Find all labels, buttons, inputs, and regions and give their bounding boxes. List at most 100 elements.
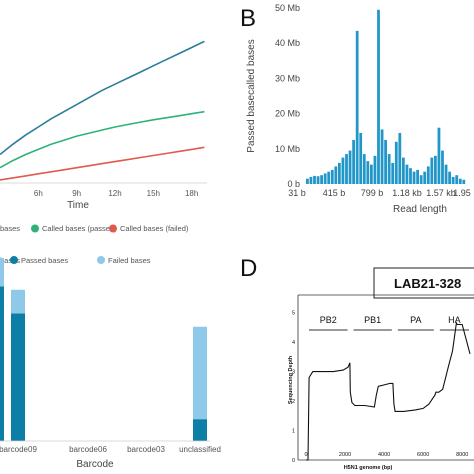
x-tick-label: 4000 xyxy=(378,452,390,458)
legend-label: Failed bases xyxy=(108,256,151,265)
x-axis-label: Barcode xyxy=(76,459,114,470)
x-tick-label: unclassified xyxy=(179,445,221,454)
x-axis-label: Time xyxy=(67,200,89,211)
bar-failed-barcode09 xyxy=(11,289,25,314)
histogram-bar xyxy=(402,157,405,184)
y-tick-label: 30 Mb xyxy=(275,73,300,83)
segment-label-pb2: PB2 xyxy=(320,315,337,325)
chart-title: LAB21-328 xyxy=(394,276,461,291)
histogram-bar xyxy=(444,164,448,184)
histogram-bar xyxy=(451,176,455,184)
x-tick-labels: 31 b 415 b 799 b 1.18 kb 1.57 kb1.95 xyxy=(288,188,471,198)
legend: bases Called bases (passed) Called bases (… xyxy=(0,224,189,233)
histogram-bar xyxy=(345,154,348,184)
histogram-bar xyxy=(306,178,309,184)
y-tick-label: 2 xyxy=(292,399,295,405)
histogram-bar xyxy=(370,164,373,184)
panel-letter-b: B xyxy=(240,5,256,32)
stacked-bars xyxy=(0,257,210,442)
x-tick-label: 8000 xyxy=(456,452,468,458)
histogram-bar xyxy=(391,162,395,184)
bar-passed-partial xyxy=(0,286,4,441)
y-tick-label: 50 Mb xyxy=(275,3,300,13)
histogram-bar xyxy=(426,166,430,184)
panel-sequencing-depth: D LAB21-328 PB2 PB1 PA HA 0 1 2 3 4 5 0 2000 4000 6… xyxy=(240,255,474,471)
x-axis-label: H5N1 genome (bp) xyxy=(344,465,393,471)
histogram-bar xyxy=(380,129,384,184)
bar-failed-unclassified xyxy=(193,326,207,420)
segment-label-pa: PA xyxy=(410,315,421,325)
series-line-passed xyxy=(0,110,205,169)
x-tick-label: 9h xyxy=(72,189,81,198)
histogram-bar xyxy=(384,140,387,184)
x-tick-label: 18h xyxy=(185,189,198,198)
histogram-bar xyxy=(316,176,320,184)
title-box xyxy=(373,267,474,299)
segment-label-ha: HA xyxy=(448,315,461,325)
histogram-bar xyxy=(323,173,327,184)
histogram-bar xyxy=(412,171,416,184)
x-tick-label: 15h xyxy=(147,189,160,198)
histogram-bar xyxy=(352,140,355,184)
bar-passed-unclassified xyxy=(193,419,207,441)
histogram-bar xyxy=(405,164,409,184)
gene-segments: PB2 PB1 PA HA xyxy=(309,315,469,331)
histogram-bar xyxy=(455,175,459,184)
legend-label: Passed bases xyxy=(21,256,68,265)
histogram-bar xyxy=(458,178,462,184)
panel-letter-d: D xyxy=(240,255,257,282)
legend-swatch-passed xyxy=(31,224,39,233)
x-tick-labels: 6h 9h 12h 15h 18h xyxy=(34,189,198,198)
y-tick-label: 0 xyxy=(292,458,295,464)
histogram-bar xyxy=(377,9,380,185)
legend-swatch-passed xyxy=(10,256,18,264)
histogram-bar xyxy=(398,132,402,184)
panel-read-length-histogram: B Passed basecalled bases Read length 0 … xyxy=(240,3,471,215)
bar-failed-partial xyxy=(0,257,4,287)
x-tick-label: 2000 xyxy=(339,452,351,458)
x-tick-label: barcode09 xyxy=(0,445,37,454)
y-tick-labels: 0 b 10 Mb 20 Mb 30 Mb 40 Mb 50 Mb xyxy=(275,3,300,189)
histogram-bar xyxy=(419,175,423,184)
y-tick-label: 20 Mb xyxy=(275,109,300,119)
histogram-bar xyxy=(334,166,338,184)
x-tick-label: 1.18 kb xyxy=(392,188,422,198)
y-axis-label: Passed basecalled bases xyxy=(246,39,257,152)
histogram-bar xyxy=(338,162,341,184)
histogram-bar xyxy=(409,168,412,184)
histogram-bar xyxy=(366,161,370,184)
y-tick-label: 1 xyxy=(292,429,295,435)
y-tick-label: 40 Mb xyxy=(275,38,300,48)
histogram-bar xyxy=(359,132,363,184)
series-line-failed xyxy=(0,146,205,181)
x-tick-label: 6h xyxy=(34,189,43,198)
panel-cumulative-bases: 6h 9h 12h 15h 18h Time bases Called bases (pa… xyxy=(0,40,207,233)
histogram-bar xyxy=(416,169,419,184)
x-tick-label: 0 xyxy=(304,452,307,458)
legend-swatch-failed xyxy=(97,256,105,264)
y-tick-labels: 0 1 2 3 4 5 xyxy=(292,311,295,464)
series-lines xyxy=(0,40,205,181)
x-tick-label: 12h xyxy=(108,189,121,198)
y-tick-label: 5 xyxy=(292,311,295,317)
y-tick-label: 3 xyxy=(292,370,295,376)
histogram-bar xyxy=(437,127,441,184)
x-tick-label: barcode06 xyxy=(69,445,107,454)
histogram-bar xyxy=(355,30,359,184)
histogram-bar xyxy=(373,155,377,184)
series-line-total xyxy=(0,40,205,156)
x-tick-label: 1.95 xyxy=(453,188,471,198)
histogram-bar xyxy=(387,154,391,184)
bar-passed-barcode09 xyxy=(11,313,25,441)
x-tick-label: 799 b xyxy=(361,188,384,198)
histogram-bar xyxy=(441,150,444,184)
y-axis-label: Sequencing Depth xyxy=(288,355,294,404)
histogram-bar xyxy=(434,155,437,184)
histogram-bar xyxy=(448,171,451,184)
y-tick-label: 4 xyxy=(292,340,295,346)
x-tick-labels: barcode09 barcode06 barcode03 unclassified xyxy=(0,445,221,454)
histogram-bar xyxy=(320,175,323,184)
x-axis-label: Read length xyxy=(393,204,447,215)
depth-line xyxy=(306,321,471,461)
